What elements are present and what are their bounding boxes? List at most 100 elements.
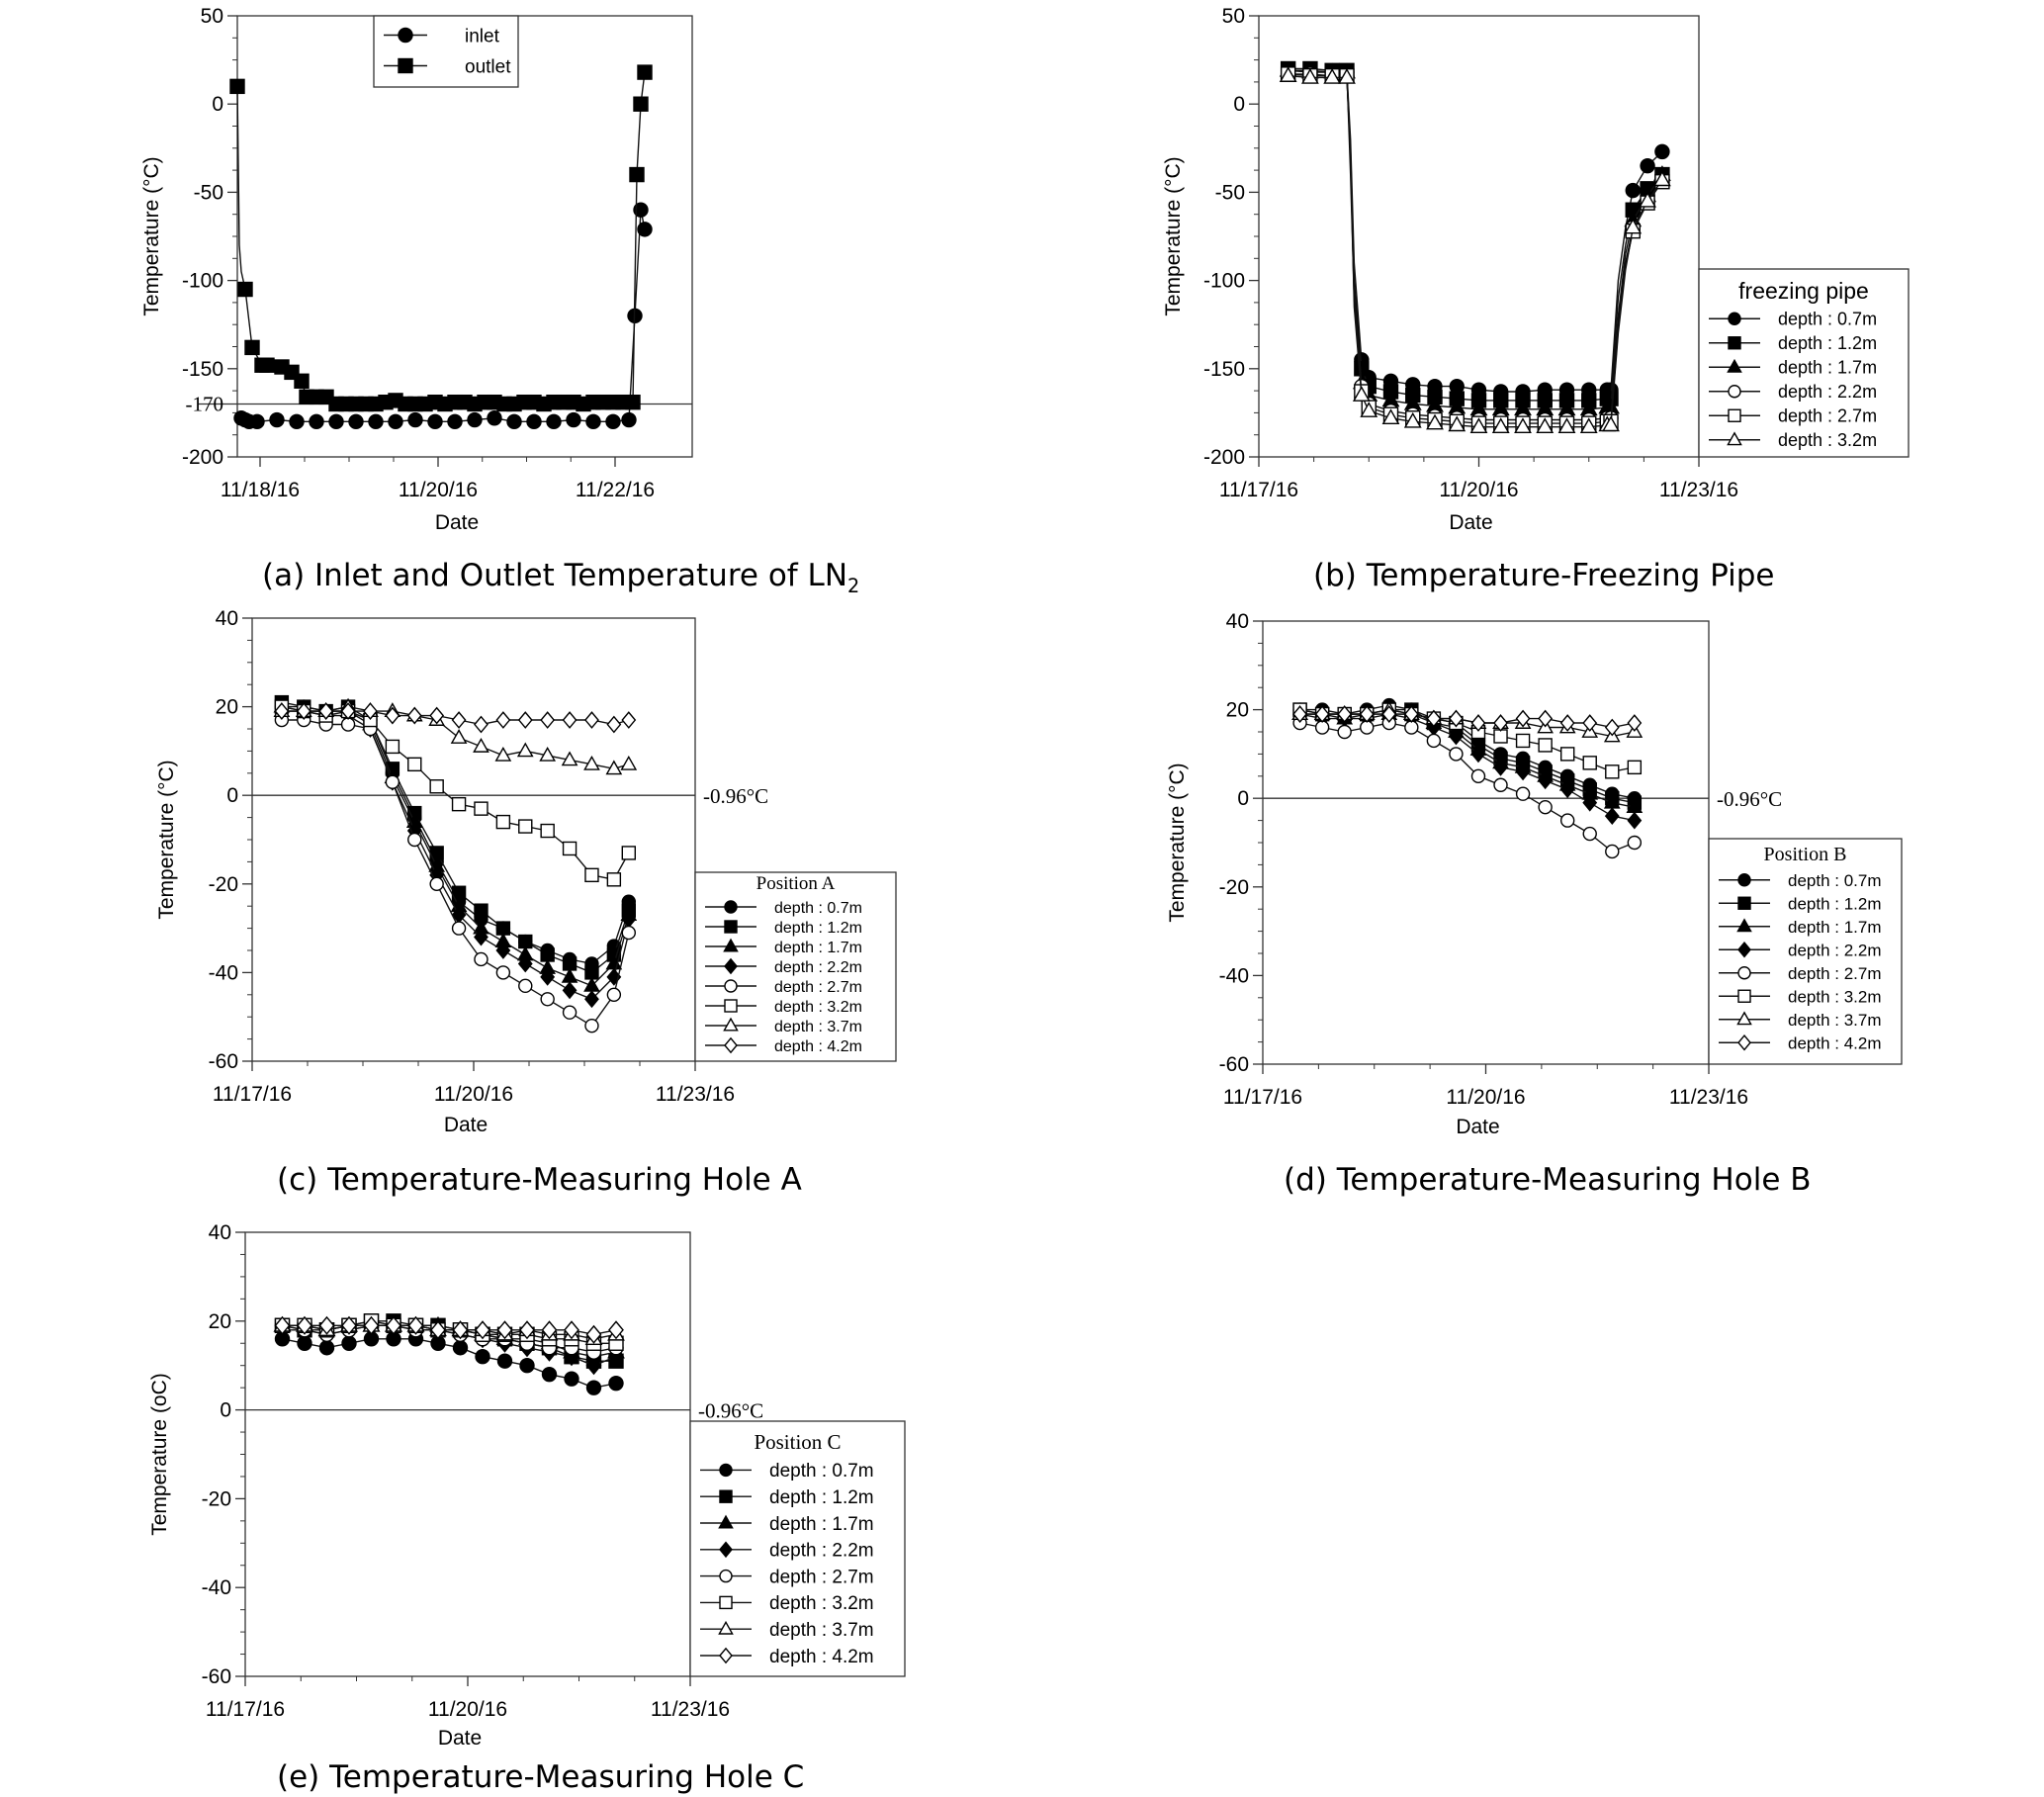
- data-point: [1449, 727, 1464, 746]
- data-point: [451, 921, 467, 936]
- y-tick-label: -200: [182, 446, 223, 469]
- data-point: [621, 846, 636, 860]
- data-point: [506, 413, 522, 430]
- data-point: [1337, 705, 1353, 723]
- data-point: [229, 78, 245, 95]
- x-axis-title: Date: [444, 1114, 488, 1136]
- legend-label: depth : 1.7m: [1788, 918, 1882, 937]
- legend: Position C depth : 0.7m depth : 1.2m depth …: [689, 1420, 906, 1677]
- series-line: [1299, 722, 1636, 853]
- y-tick-label: -60: [209, 1050, 238, 1073]
- legend-label: depth : 3.2m: [1778, 430, 1877, 450]
- legend-marker: [1728, 385, 1741, 399]
- data-point: [540, 992, 555, 1007]
- data-point: [564, 1320, 579, 1340]
- data-point: [451, 711, 467, 729]
- y-tick-label: 40: [1226, 610, 1249, 633]
- legend: inlet outlet: [373, 15, 519, 88]
- legend-label: depth : 1.2m: [769, 1487, 874, 1508]
- data-point: [1639, 191, 1656, 208]
- y-tick-label: -200: [1203, 446, 1245, 469]
- data-point: [407, 757, 422, 772]
- y-tick-label: -150: [182, 358, 223, 381]
- legend-label: depth : 3.2m: [1788, 987, 1882, 1006]
- legend: Position B depth : 0.7m depth : 1.2m depth …: [1708, 838, 1903, 1065]
- data-point: [294, 373, 310, 389]
- data-point: [1403, 705, 1419, 723]
- series-line: [1288, 75, 1663, 428]
- x-axis-title: Date: [438, 1727, 482, 1750]
- data-point: [1323, 67, 1342, 84]
- data-point: [585, 1356, 602, 1376]
- legend: freezing pipe depth : 0.7m depth : 1.2m dep…: [1698, 268, 1910, 458]
- data-point: [541, 1366, 558, 1383]
- data-point: [1579, 417, 1598, 433]
- chart-e: 40 20 0 -20 -40 -60 11/17/16 11/20/16 11/23/16 Da…: [148, 1221, 906, 1795]
- y-tick-label: -100: [1203, 270, 1245, 293]
- data-point: [237, 281, 253, 298]
- series-1: [233, 202, 653, 430]
- x-axis-title: Date: [435, 511, 479, 534]
- data-point: [407, 411, 423, 428]
- data-point: [452, 1320, 469, 1340]
- y-tick-label: 50: [1222, 5, 1245, 28]
- series-line: [236, 72, 646, 405]
- data-point: [1625, 182, 1641, 199]
- series-line: [282, 1324, 617, 1353]
- data-point: [309, 413, 324, 430]
- reference-line-label: -0.96°C: [1717, 787, 1782, 811]
- data-point: [249, 413, 265, 430]
- data-point: [1470, 714, 1486, 732]
- legend-marker: [719, 1541, 733, 1559]
- data-point: [259, 357, 275, 373]
- data-point: [1654, 143, 1670, 160]
- y-axis-title: Temperature (oC): [148, 1373, 171, 1536]
- data-point: [1640, 157, 1655, 174]
- data-point: [1515, 733, 1531, 749]
- data-point: [274, 1315, 291, 1335]
- data-point: [566, 411, 581, 428]
- series-5: [274, 712, 636, 1033]
- data-point: [1352, 386, 1371, 402]
- y-tick-label: 0: [1233, 93, 1245, 116]
- data-point: [546, 413, 562, 430]
- data-point: [495, 942, 511, 959]
- data-point: [1538, 738, 1553, 753]
- data-point: [1470, 745, 1486, 764]
- y-tick-label: -40: [209, 961, 238, 984]
- data-point: [363, 1315, 380, 1335]
- data-point: [427, 413, 443, 430]
- data-point: [496, 1353, 513, 1369]
- data-point: [584, 1018, 599, 1033]
- data-point: [467, 411, 483, 428]
- data-point: [297, 1315, 312, 1335]
- data-point: [1604, 718, 1620, 737]
- legend-label: depth : 2.2m: [774, 959, 862, 976]
- data-point: [487, 410, 502, 426]
- legend-marker: [719, 1595, 733, 1610]
- data-point: [1605, 764, 1620, 779]
- x-tick-label: 11/23/16: [651, 1698, 730, 1721]
- x-tick-label: 11/22/16: [576, 479, 655, 501]
- data-point: [473, 738, 489, 753]
- data-point: [1605, 844, 1620, 859]
- data-point: [541, 1320, 558, 1340]
- data-point: [1514, 417, 1532, 433]
- y-tick-label: -20: [202, 1487, 231, 1510]
- data-point: [429, 779, 444, 794]
- data-point: [474, 715, 489, 734]
- data-point: [244, 339, 260, 356]
- legend-marker: [1737, 989, 1751, 1003]
- caption: (c) Temperature-Measuring Hole A: [277, 1162, 802, 1198]
- x-tick-label: 11/23/16: [656, 1083, 735, 1106]
- y-tick-label: -150: [1203, 358, 1245, 381]
- data-point: [318, 1315, 335, 1335]
- legend-label: depth : 0.7m: [1778, 310, 1877, 329]
- data-point: [1337, 724, 1352, 740]
- legend-label: depth : 1.2m: [1788, 894, 1882, 913]
- data-point: [1582, 826, 1597, 842]
- y-tick-label: 50: [201, 5, 223, 28]
- legend: Position A depth : 0.7m depth : 1.2m depth …: [694, 871, 897, 1062]
- data-point: [1449, 709, 1464, 728]
- caption-text: (b) Temperature-Freezing Pipe: [1313, 558, 1775, 593]
